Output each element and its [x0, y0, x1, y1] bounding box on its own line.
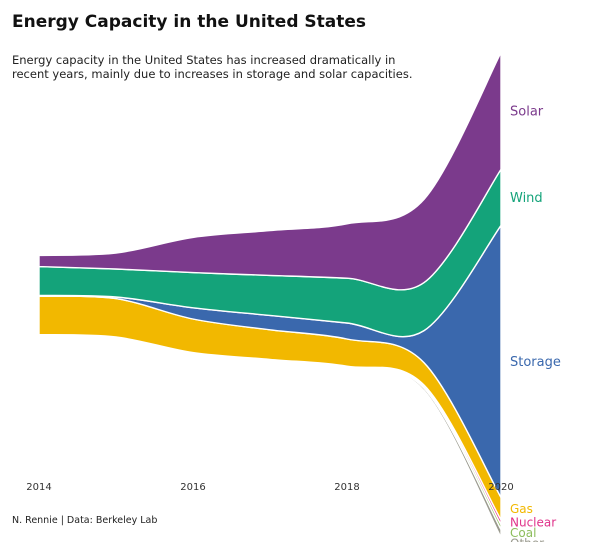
x-tick-label: 2018: [334, 482, 359, 493]
x-tick-label: 2020: [488, 482, 513, 493]
series-label-other: Other: [510, 537, 544, 542]
stream-layer-solar: [38, 51, 502, 291]
x-tick-label: 2016: [180, 482, 205, 493]
chart-title: Energy Capacity in the United States: [12, 12, 367, 32]
chart-caption: N. Rennie | Data: Berkeley Lab: [12, 515, 158, 526]
series-label-gas: Gas: [510, 502, 533, 516]
x-tick-label: 2014: [26, 482, 51, 493]
series-label-solar: Solar: [510, 105, 544, 120]
series-label-storage: Storage: [510, 355, 561, 370]
chart-subtitle: Energy capacity in the United States has…: [12, 53, 413, 81]
series-label-nuclear: Nuclear: [510, 516, 556, 530]
series-label-wind: Wind: [510, 191, 543, 206]
series-label-coal: Coal: [510, 526, 536, 540]
